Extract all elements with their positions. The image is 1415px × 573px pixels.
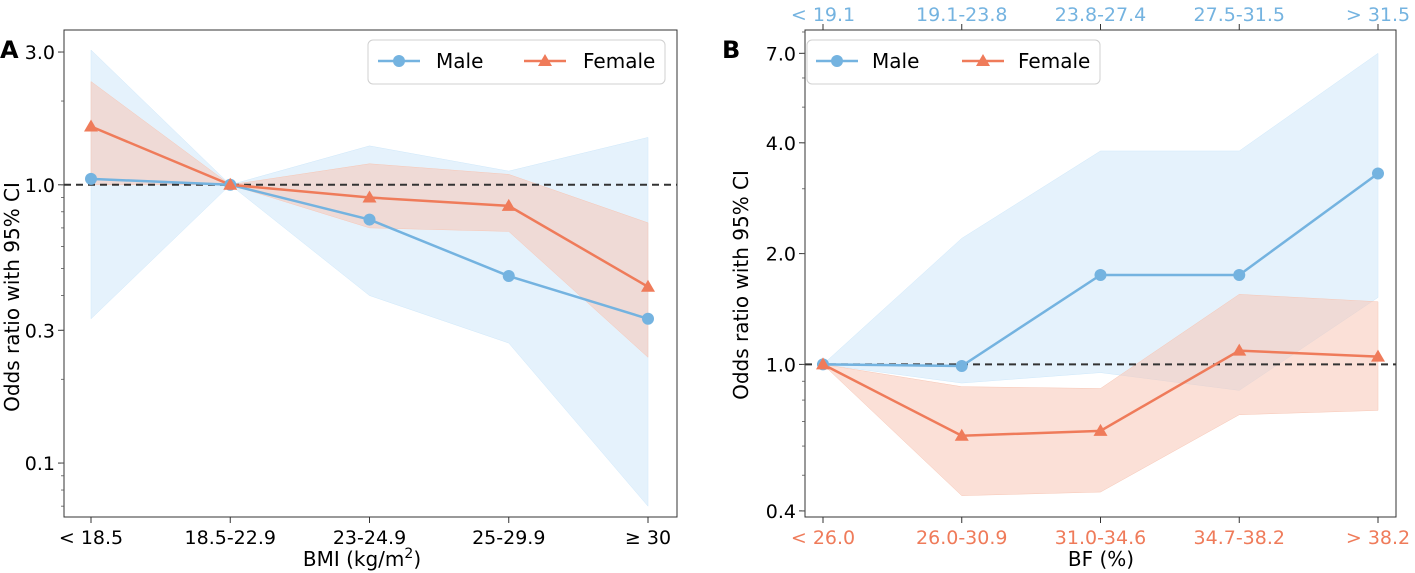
y-axis-label-b: Odds ratio with 95% CI: [729, 170, 753, 400]
legend-female-marker-b: [976, 54, 990, 66]
point-female-a-0: [84, 119, 98, 132]
panel-a: A 0.1 0.3 1.0 3.0 < 18.5 18.5-22.9 23-24.9 25-…: [0, 29, 678, 571]
x-top-tick-label-b-4: > 31.5: [1346, 4, 1410, 26]
point-male-b-1: [955, 360, 968, 373]
point-female-b-2: [1093, 423, 1108, 436]
legend-male-label-b: Male: [872, 49, 919, 73]
y-tick-label-b-4: 7.0: [766, 43, 796, 65]
point-female-b-3: [1232, 343, 1247, 356]
y-tick-label-a-3: 3.0: [25, 42, 55, 64]
x-top-tick-label-b-0: < 19.1: [791, 4, 855, 26]
point-male-a-3: [502, 270, 515, 283]
point-female-a-1: [223, 177, 238, 190]
x-top-tick-label-b-1: 19.1-23.8: [916, 4, 1007, 26]
legend-b: Male Female: [806, 39, 1101, 85]
point-female-b-0: [816, 357, 830, 370]
y-tick-label-b-0: 0.4: [766, 501, 796, 523]
legend-female-label-a: Female: [583, 49, 655, 73]
point-male-b-2: [1094, 268, 1107, 281]
point-female-a-3: [501, 198, 516, 211]
point-female-b-4: [1371, 349, 1385, 362]
y-tick-label-a-2: 1.0: [25, 175, 55, 197]
x-tick-label-a-3: 25-29.9: [472, 527, 545, 549]
x-tick-label-b-4: > 38.2: [1346, 527, 1410, 549]
point-female-a-4: [641, 279, 655, 292]
legend-box-b: [806, 39, 1101, 85]
y-tick-label-b-3: 4.0: [766, 133, 796, 155]
x-tick-label-a-2: 23-24.9: [333, 527, 406, 549]
point-male-a-0: [85, 172, 97, 185]
panel-label-b: B: [722, 36, 740, 64]
legend-a: Male Female: [367, 39, 666, 85]
legend-male-marker-a: [393, 55, 405, 67]
y-tick-label-b-1: 1.0: [766, 354, 796, 376]
panel-label-a: A: [0, 36, 19, 64]
point-male-a-4: [642, 312, 654, 325]
y-tick-label-b-2: 2.0: [766, 244, 796, 266]
point-male-b-4: [1372, 167, 1384, 180]
point-female-a-2: [362, 190, 377, 203]
legend-female-label-b: Female: [1018, 49, 1090, 73]
x-top-tick-label-b-2: 23.8-27.4: [1055, 4, 1146, 26]
x-axis-label-a: BMI (kg/m2): [303, 546, 421, 571]
x-tick-label-a-4: ≥ 30: [625, 527, 671, 549]
x-tick-label-b-2: 31.0-34.6: [1055, 527, 1146, 549]
y-tick-label-a-1: 0.3: [25, 320, 55, 342]
legend-female-marker-a: [538, 54, 552, 66]
legend-box-a: [367, 39, 666, 85]
x-axis-label-b: BF (%): [1068, 547, 1134, 571]
ci-band-male-a: [90, 49, 649, 507]
legend-male-label-a: Male: [436, 49, 483, 73]
plot-frame-a: [63, 29, 678, 518]
point-male-a-2: [363, 213, 376, 226]
y-axis-label-a: Odds ratio with 95% CI: [0, 182, 24, 412]
x-tick-label-b-3: 34.7-38.2: [1194, 527, 1285, 549]
panel-b: B 0.4 1.0 2.0 4.0 7.0 < 26.0 26.0-30.9 31.0-34…: [722, 4, 1410, 571]
x-tick-label-b-0: < 26.0: [791, 527, 855, 549]
x-tick-label-a-0: < 18.5: [59, 527, 123, 549]
legend-male-marker-b: [831, 55, 843, 67]
x-tick-label-b-1: 26.0-30.9: [916, 527, 1007, 549]
x-top-tick-label-b-3: 27.5-31.5: [1194, 4, 1285, 26]
x-tick-label-a-1: 18.5-22.9: [185, 527, 276, 549]
point-female-b-1: [954, 428, 969, 441]
y-tick-label-a-0: 0.1: [25, 453, 55, 475]
point-male-b-3: [1233, 268, 1246, 281]
